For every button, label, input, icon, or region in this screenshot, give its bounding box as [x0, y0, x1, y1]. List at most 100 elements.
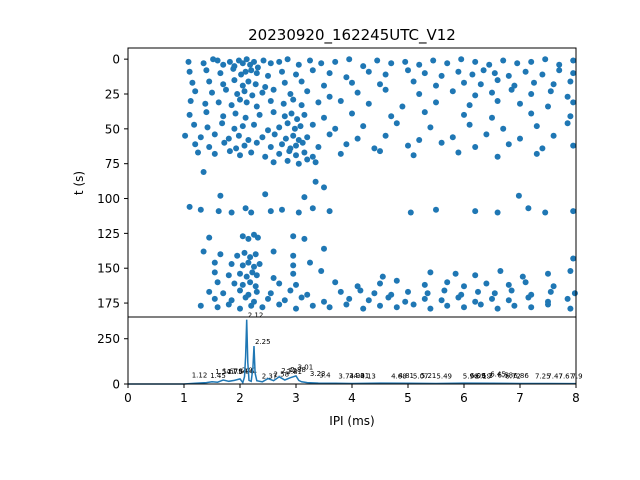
raster-point	[321, 184, 327, 191]
raster-point	[528, 304, 535, 311]
raster-point	[377, 81, 383, 88]
raster-point	[438, 139, 445, 146]
raster-point	[421, 109, 428, 116]
raster-point	[405, 67, 411, 74]
raster-point	[186, 111, 193, 118]
raster-point	[237, 287, 243, 294]
raster-point	[326, 93, 333, 100]
raster-point	[225, 301, 232, 308]
raster-point	[385, 294, 392, 301]
raster-point	[567, 113, 574, 120]
raster-point	[519, 273, 526, 280]
raster-point	[354, 135, 361, 142]
raster-point	[237, 96, 243, 103]
raster-point	[494, 77, 501, 84]
raster-point	[461, 111, 467, 118]
raster-point	[337, 98, 344, 104]
raster-point	[343, 74, 350, 81]
raster-point	[357, 287, 364, 294]
ipi-plot-frame	[127, 316, 577, 385]
raster-point	[206, 78, 213, 85]
raster-point	[234, 252, 241, 259]
raster-point	[393, 120, 400, 127]
raster-point	[245, 235, 252, 242]
raster-point	[393, 304, 400, 311]
raster-point	[215, 208, 222, 215]
ipi-x-ticks: 0 1 2 3 4 5 6 7 8	[124, 384, 580, 405]
raster-point	[564, 295, 571, 302]
raster-point	[570, 142, 577, 149]
raster-point	[228, 102, 235, 109]
raster-point	[326, 70, 333, 77]
raster-point	[337, 288, 344, 295]
raster-point	[239, 233, 246, 240]
raster-point	[215, 99, 222, 106]
raster-point	[377, 302, 383, 309]
raster-point	[298, 102, 305, 109]
raster-point	[270, 275, 277, 281]
raster-point	[206, 144, 213, 150]
raster-point	[245, 78, 252, 85]
ipi-peak-label: 3.93	[349, 372, 365, 380]
raster-point	[556, 61, 563, 68]
raster-point	[284, 120, 291, 127]
raster-point	[262, 153, 269, 160]
ipi-peak-labels: 2.12 2.25 1.12 1.451.541.671.751.841.962.01…	[192, 312, 583, 381]
raster-point	[248, 67, 255, 74]
raster-point	[231, 125, 238, 132]
ipi-x-tick-label: 7	[516, 391, 524, 405]
raster-point	[293, 305, 299, 312]
raster-point	[256, 261, 263, 267]
raster-point	[517, 135, 523, 142]
raster-point	[343, 301, 350, 308]
raster-point	[226, 148, 233, 155]
raster-point	[421, 281, 428, 288]
raster-point	[489, 295, 495, 302]
raster-point	[505, 72, 512, 79]
raster-point	[416, 91, 423, 97]
raster-point	[508, 86, 515, 93]
raster-point	[214, 304, 221, 311]
raster-point	[533, 123, 540, 130]
raster-point	[309, 67, 316, 74]
raster-point	[249, 92, 256, 99]
raster-point	[365, 68, 372, 75]
raster-point	[225, 272, 232, 279]
raster-point	[202, 100, 209, 107]
raster-point	[461, 304, 467, 311]
raster-point	[197, 206, 204, 213]
raster-point	[525, 294, 532, 301]
raster-y-tick-label: 100	[97, 192, 120, 206]
raster-point	[545, 103, 551, 110]
raster-point	[270, 159, 277, 166]
raster-point	[472, 208, 479, 215]
raster-point	[461, 283, 467, 290]
raster-point	[242, 294, 249, 301]
raster-point	[252, 283, 259, 290]
raster-point	[262, 84, 269, 90]
raster-point	[472, 92, 479, 99]
raster-y-tick-label: 75	[105, 157, 120, 171]
raster-point	[281, 297, 288, 304]
raster-y-tick-label: 150	[97, 262, 120, 276]
raster-point	[200, 248, 207, 255]
raster-point	[247, 254, 254, 261]
raster-point	[297, 123, 304, 130]
raster-point	[307, 259, 313, 266]
raster-point	[318, 60, 325, 67]
ipi-peak-label: 2.12	[248, 312, 264, 320]
raster-point	[279, 141, 285, 148]
raster-point	[542, 209, 549, 216]
raster-point	[494, 209, 501, 216]
raster-point	[539, 71, 546, 78]
raster-y-ticks: 0 25 50 75 100 125 150 175	[97, 53, 128, 311]
raster-point	[388, 113, 395, 120]
raster-point	[508, 287, 515, 294]
raster-point	[217, 251, 224, 258]
raster-point	[242, 205, 249, 212]
raster-point	[254, 234, 261, 241]
raster-point	[243, 56, 250, 63]
raster-point	[270, 86, 277, 93]
raster-point	[382, 86, 389, 93]
raster-point	[326, 304, 333, 311]
